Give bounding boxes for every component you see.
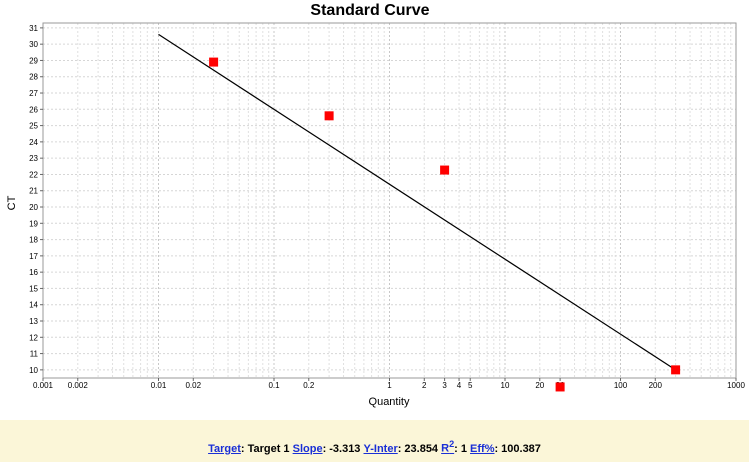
x-tick-label: 0.1 (268, 381, 280, 390)
chart-grid (42, 23, 736, 378)
y-tick-label: 10 (29, 366, 38, 375)
y-inter-link[interactable]: Y-Inter (363, 443, 398, 455)
x-tick-label: 10 (501, 381, 510, 390)
efficiency-value: 100.387 (501, 443, 541, 455)
x-tick-label: 0.001 (33, 381, 54, 390)
y-tick-label: 31 (29, 24, 38, 33)
r-squared-superscript[interactable]: 2 (449, 439, 455, 450)
x-tick-label: 4 (457, 381, 462, 390)
y-tick-label: 30 (29, 40, 38, 49)
y-tick-label: 21 (29, 187, 38, 196)
data-point (555, 382, 565, 392)
data-point (209, 57, 219, 67)
x-tick-label: 100 (614, 381, 628, 390)
data-point (440, 165, 450, 175)
x-tick-label: 200 (649, 381, 663, 390)
y-axis-label: CT (6, 195, 18, 210)
y-tick-label: 14 (29, 301, 38, 310)
x-axis-label: Quantity (369, 396, 410, 408)
y-tick-label: 16 (29, 268, 38, 277)
x-tick-label: 0.002 (68, 381, 89, 390)
y-tick-label: 29 (29, 56, 38, 65)
curve-stats-footer: Target: Target 1 Slope: -3.313 Y-Inter: … (0, 420, 749, 462)
x-tick-label: 3 (442, 381, 447, 390)
target-link[interactable]: Target (208, 443, 241, 455)
data-point (671, 365, 681, 375)
y-tick-label: 18 (29, 236, 38, 245)
y-tick-label: 15 (29, 284, 38, 293)
x-tick-label: 0.01 (151, 381, 167, 390)
standard-curve-chart: Standard Curve 0.001 0.002 0.01 0.02 0.1 0.2 1… (6, 2, 745, 408)
x-tick-label: 1000 (727, 381, 745, 390)
r-squared-label[interactable]: R (441, 443, 450, 455)
chart-title: Standard Curve (310, 2, 429, 19)
target-value: Target 1 (247, 443, 290, 455)
data-points (209, 57, 681, 392)
y-tick-label: 25 (29, 122, 38, 131)
y-tick-label: 12 (29, 333, 38, 342)
y-inter-value: 23.854 (404, 443, 439, 455)
y-tick-label: 11 (30, 350, 39, 359)
y-tick-label: 20 (29, 203, 38, 212)
r-squared-link[interactable]: R2 (441, 439, 454, 455)
x-tick-label: 5 (468, 381, 473, 390)
data-point (324, 111, 334, 121)
r-squared-value: 1 (460, 443, 467, 455)
y-tick-label: 26 (29, 105, 38, 114)
y-tick-label: 22 (29, 170, 38, 179)
y-tick-label: 28 (29, 73, 38, 82)
y-tick-label: 17 (29, 252, 38, 261)
x-tick-label: 2 (422, 381, 427, 390)
slope-link[interactable]: Slope (292, 443, 323, 455)
y-tick-label: 27 (29, 89, 38, 98)
y-tick-label: 24 (29, 138, 38, 147)
x-tick-label: 20 (535, 381, 544, 390)
x-tick-label: 0.2 (303, 381, 315, 390)
efficiency-link[interactable]: Eff% (470, 443, 495, 455)
x-tick-label: 1 (387, 381, 392, 390)
x-tick-label: 0.02 (185, 381, 201, 390)
slope-value: -3.313 (329, 443, 361, 455)
y-tick-label: 19 (29, 219, 38, 228)
fit-line (158, 33, 676, 371)
y-tick-label: 23 (29, 154, 38, 163)
fit-line-layer (158, 33, 676, 371)
y-tick-label: 13 (29, 317, 38, 326)
